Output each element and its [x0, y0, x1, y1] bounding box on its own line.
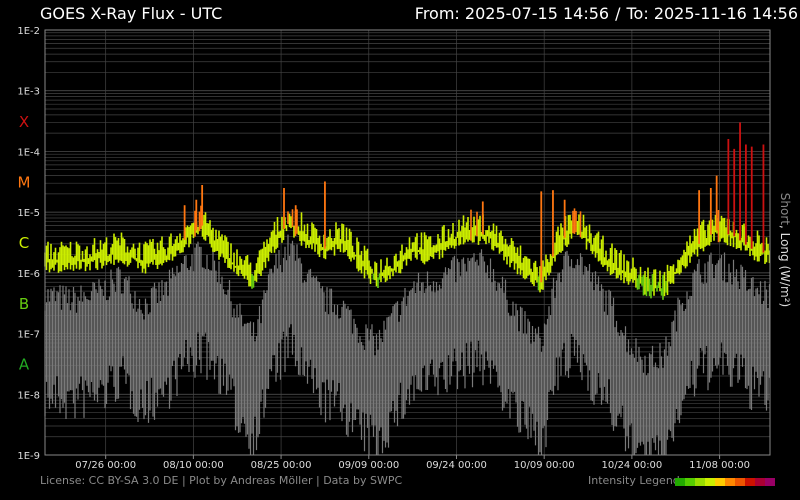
intensity-legend-bar [675, 478, 775, 486]
y-axis-title-short: Short [778, 192, 792, 225]
flare-class-label: A [19, 356, 30, 374]
y-axis-title: Short, Long (W/m²) [778, 193, 792, 307]
to-label: To: [626, 4, 649, 23]
y-tick-label: 1E-7 [17, 330, 40, 341]
x-tick-label: 09/24 00:00 [426, 460, 487, 471]
flare-class-label: C [19, 234, 29, 252]
y-tick-label: 1E-2 [17, 26, 40, 37]
range-separator: / [615, 4, 621, 23]
y-tick-label: 1E-3 [17, 87, 40, 98]
legend-swatch [695, 478, 705, 486]
from-label: From: [414, 4, 460, 23]
credits: License: CC BY-SA 3.0 DE | Plot by Andre… [40, 474, 403, 487]
from-value: 2025-07-15 14:56 [464, 4, 610, 23]
x-axis: 07/26 00:00 08/10 00:00 08/25 00:00 09/09 0… [75, 455, 750, 471]
x-tick-label: 08/10 00:00 [163, 460, 224, 471]
chart-title: GOES X-Ray Flux - UTC [40, 4, 223, 23]
long-channel-series [44, 205, 771, 300]
short-channel-series [44, 234, 771, 455]
legend-swatch [705, 478, 715, 486]
date-range: From: 2025-07-15 14:56 / To: 2025-11-16 14… [415, 4, 798, 23]
legend-swatch [725, 478, 735, 486]
legend-swatch [745, 478, 755, 486]
y-tick-label: 1E-4 [17, 147, 40, 158]
to-value: 2025-11-16 14:56 [653, 4, 798, 23]
flare-class-label: M [18, 173, 31, 191]
intensity-legend-label: Intensity Legend [588, 474, 680, 487]
x-tick-label: 11/08 00:00 [689, 460, 750, 471]
y-axis-title-long: , Long (W/m²) [778, 224, 792, 308]
legend-swatch [715, 478, 725, 486]
legend-swatch [675, 478, 685, 486]
legend-swatch [755, 478, 765, 486]
plot-frame [44, 29, 771, 456]
legend-swatch [685, 478, 695, 486]
legend-swatch [765, 478, 775, 486]
flare-class-label: X [19, 113, 29, 131]
flare-class-labels: X M C B A [18, 113, 31, 374]
x-tick-label: 10/24 00:00 [601, 460, 662, 471]
x-tick-label: 08/25 00:00 [251, 460, 312, 471]
short-channel-line [44, 234, 771, 455]
y-tick-label: 1E-6 [17, 269, 40, 280]
x-tick-label: 10/09 00:00 [514, 460, 575, 471]
y-tick-label: 1E-9 [17, 451, 40, 462]
flare-peaks [183, 122, 765, 283]
y-axis: 1E-2 1E-3 1E-4 1E-5 1E-6 1E-7 1E-8 1E-9 [17, 26, 40, 462]
y-tick-label: 1E-5 [17, 208, 40, 219]
x-tick-label: 07/26 00:00 [75, 460, 136, 471]
y-tick-label: 1E-8 [17, 390, 40, 401]
legend-swatch [735, 478, 745, 486]
x-tick-label: 09/09 00:00 [338, 460, 399, 471]
flare-class-label: B [19, 295, 29, 313]
